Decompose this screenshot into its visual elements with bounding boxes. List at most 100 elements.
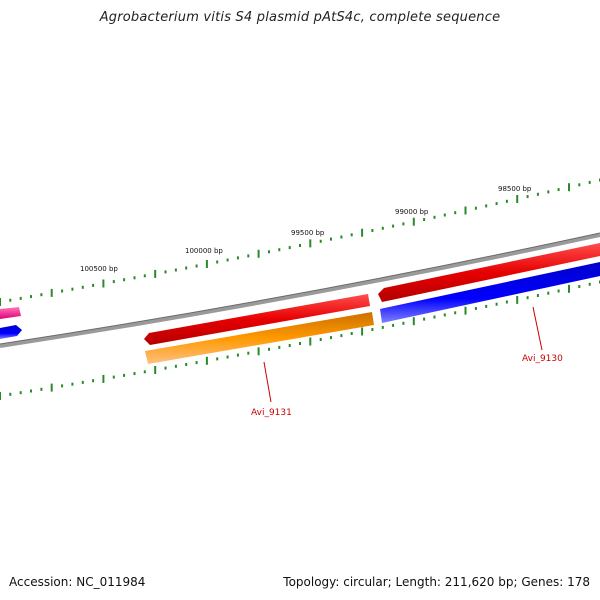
inner-scale-minor-tick: [402, 321, 405, 325]
inner-scale-minor-tick: [340, 334, 343, 338]
outer-scale-minor-tick: [123, 278, 126, 282]
outer-scale-major-tick: [154, 269, 157, 278]
inner-scale-major-tick: [102, 374, 105, 383]
inner-scale-minor-tick: [423, 317, 426, 321]
inner-scale-minor-tick: [278, 345, 281, 349]
inner-scale-minor-tick: [392, 323, 395, 327]
outer-scale-major-tick: [464, 206, 467, 215]
inner-scale-minor-tick: [371, 328, 374, 331]
outer-scale-minor-tick: [236, 256, 239, 260]
inner-scale-minor-tick: [19, 391, 22, 395]
outer-scale-major-tick: [309, 239, 312, 248]
inner-scale-minor-tick: [236, 353, 239, 357]
outer-scale-major-tick: [50, 288, 53, 297]
inner-scale-minor-tick: [174, 364, 177, 368]
outer-scale-minor-tick: [71, 287, 74, 291]
inner-scale-minor-tick: [81, 380, 84, 384]
inner-scale-minor-tick: [443, 313, 446, 317]
inner-scale-minor-tick: [557, 289, 560, 293]
topology-summary: Topology: circular; Length: 211,620 bp; …: [283, 575, 590, 589]
outer-scale-minor-tick: [143, 274, 146, 278]
inner-scale-minor-tick: [299, 342, 301, 345]
scale-labels: 100500 bp 100000 bp 99500 bp 99000 bp 98…: [80, 185, 532, 273]
gene-label-avi-9131[interactable]: Avi_9131: [251, 408, 292, 418]
inner-scale-minor-tick: [485, 304, 488, 308]
inner-scale-major-tick: [309, 337, 312, 346]
inner-scale-major-tick: [50, 383, 53, 392]
inner-scale-minor-tick: [505, 300, 508, 304]
inner-scale-minor-tick: [381, 325, 384, 329]
gene-blue-partial-left[interactable]: [0, 325, 22, 339]
inner-scale-track: [0, 280, 600, 400]
outer-scale-minor-tick: [164, 270, 167, 274]
inner-scale-minor-tick: [112, 375, 115, 379]
inner-scale-minor-tick: [123, 373, 126, 377]
outer-scale-minor-tick: [9, 298, 12, 302]
outer-scale-minor-tick: [547, 190, 550, 194]
inner-scale-minor-tick: [319, 338, 322, 341]
inner-scale-major-tick: [361, 327, 364, 336]
inner-scale-minor-tick: [474, 307, 477, 310]
outer-scale-major-tick: [102, 279, 105, 288]
callout-line-avi-9130: [532, 306, 543, 351]
outer-scale-minor-tick: [526, 195, 529, 199]
inner-scale-minor-tick: [247, 351, 250, 355]
plasmid-backbone: [0, 233, 600, 348]
cds-red-right[interactable]: [378, 243, 600, 302]
inner-scale-minor-tick: [30, 389, 32, 393]
inner-scale-minor-tick: [350, 332, 353, 335]
outer-scale-minor-tick: [247, 254, 250, 258]
inner-scale-minor-tick: [185, 363, 188, 366]
gene-pink-partial[interactable]: [0, 307, 21, 319]
inner-scale-minor-tick: [216, 357, 219, 361]
outer-scale-minor-tick: [485, 204, 488, 208]
map-title: Agrobacterium vitis S4 plasmid pAtS4c, c…: [99, 10, 501, 25]
outer-scale-major-tick: [0, 298, 1, 306]
cds-red-left[interactable]: [144, 294, 370, 345]
outer-scale-minor-tick: [433, 215, 436, 219]
outer-scale-minor-tick: [81, 285, 84, 289]
outer-scale-minor-tick: [505, 199, 508, 203]
inner-scale-minor-tick: [195, 361, 198, 365]
outer-scale-minor-tick: [330, 237, 332, 241]
inner-scale-minor-tick: [454, 311, 457, 315]
inner-scale-minor-tick: [578, 285, 581, 288]
outer-scale-minor-tick: [112, 280, 115, 284]
inner-scale-major-tick: [0, 392, 1, 400]
inner-scale-major-tick: [412, 317, 415, 326]
gene-label-avi-9130[interactable]: Avi_9130: [522, 354, 563, 364]
outer-scale-minor-tick: [40, 293, 43, 297]
outer-scale-major-tick: [412, 217, 415, 226]
outer-scale-minor-tick: [588, 180, 591, 184]
inner-scale-minor-tick: [164, 366, 167, 370]
inner-scale-major-tick: [154, 366, 157, 374]
inner-scale-minor-tick: [536, 294, 539, 297]
inner-scale-major-tick: [205, 356, 208, 365]
accession-text: Accession: NC_011984: [9, 575, 146, 589]
inner-scale-minor-tick: [143, 370, 146, 374]
inner-scale-minor-tick: [588, 282, 591, 286]
outer-scale-minor-tick: [268, 250, 270, 254]
gene-avi-9130[interactable]: [380, 262, 600, 323]
inner-scale-major-tick: [257, 347, 260, 356]
outer-scale-minor-tick: [19, 296, 22, 300]
inner-scale-major-tick: [568, 284, 570, 293]
scale-label-100500: 100500 bp: [80, 265, 118, 273]
outer-scale-major-tick: [257, 249, 260, 258]
outer-scale-minor-tick: [495, 202, 498, 206]
outer-scale-minor-tick: [392, 224, 395, 228]
inner-scale-minor-tick: [330, 336, 332, 340]
outer-scale-minor-tick: [454, 211, 457, 215]
outer-scale-minor-tick: [319, 239, 322, 243]
outer-scale-minor-tick: [557, 188, 560, 192]
outer-scale-minor-tick: [350, 233, 353, 237]
inner-scale-minor-tick: [526, 296, 529, 300]
outer-scale-minor-tick: [288, 246, 291, 250]
inner-scale-minor-tick: [288, 344, 291, 347]
outer-scale-major-tick: [516, 195, 519, 203]
outer-scale-minor-tick: [381, 226, 384, 230]
inner-scale-major-tick: [516, 295, 519, 304]
outer-scale-minor-tick: [226, 258, 229, 262]
gene-avi-9131[interactable]: [145, 312, 374, 364]
outer-scale-minor-tick: [402, 222, 405, 226]
